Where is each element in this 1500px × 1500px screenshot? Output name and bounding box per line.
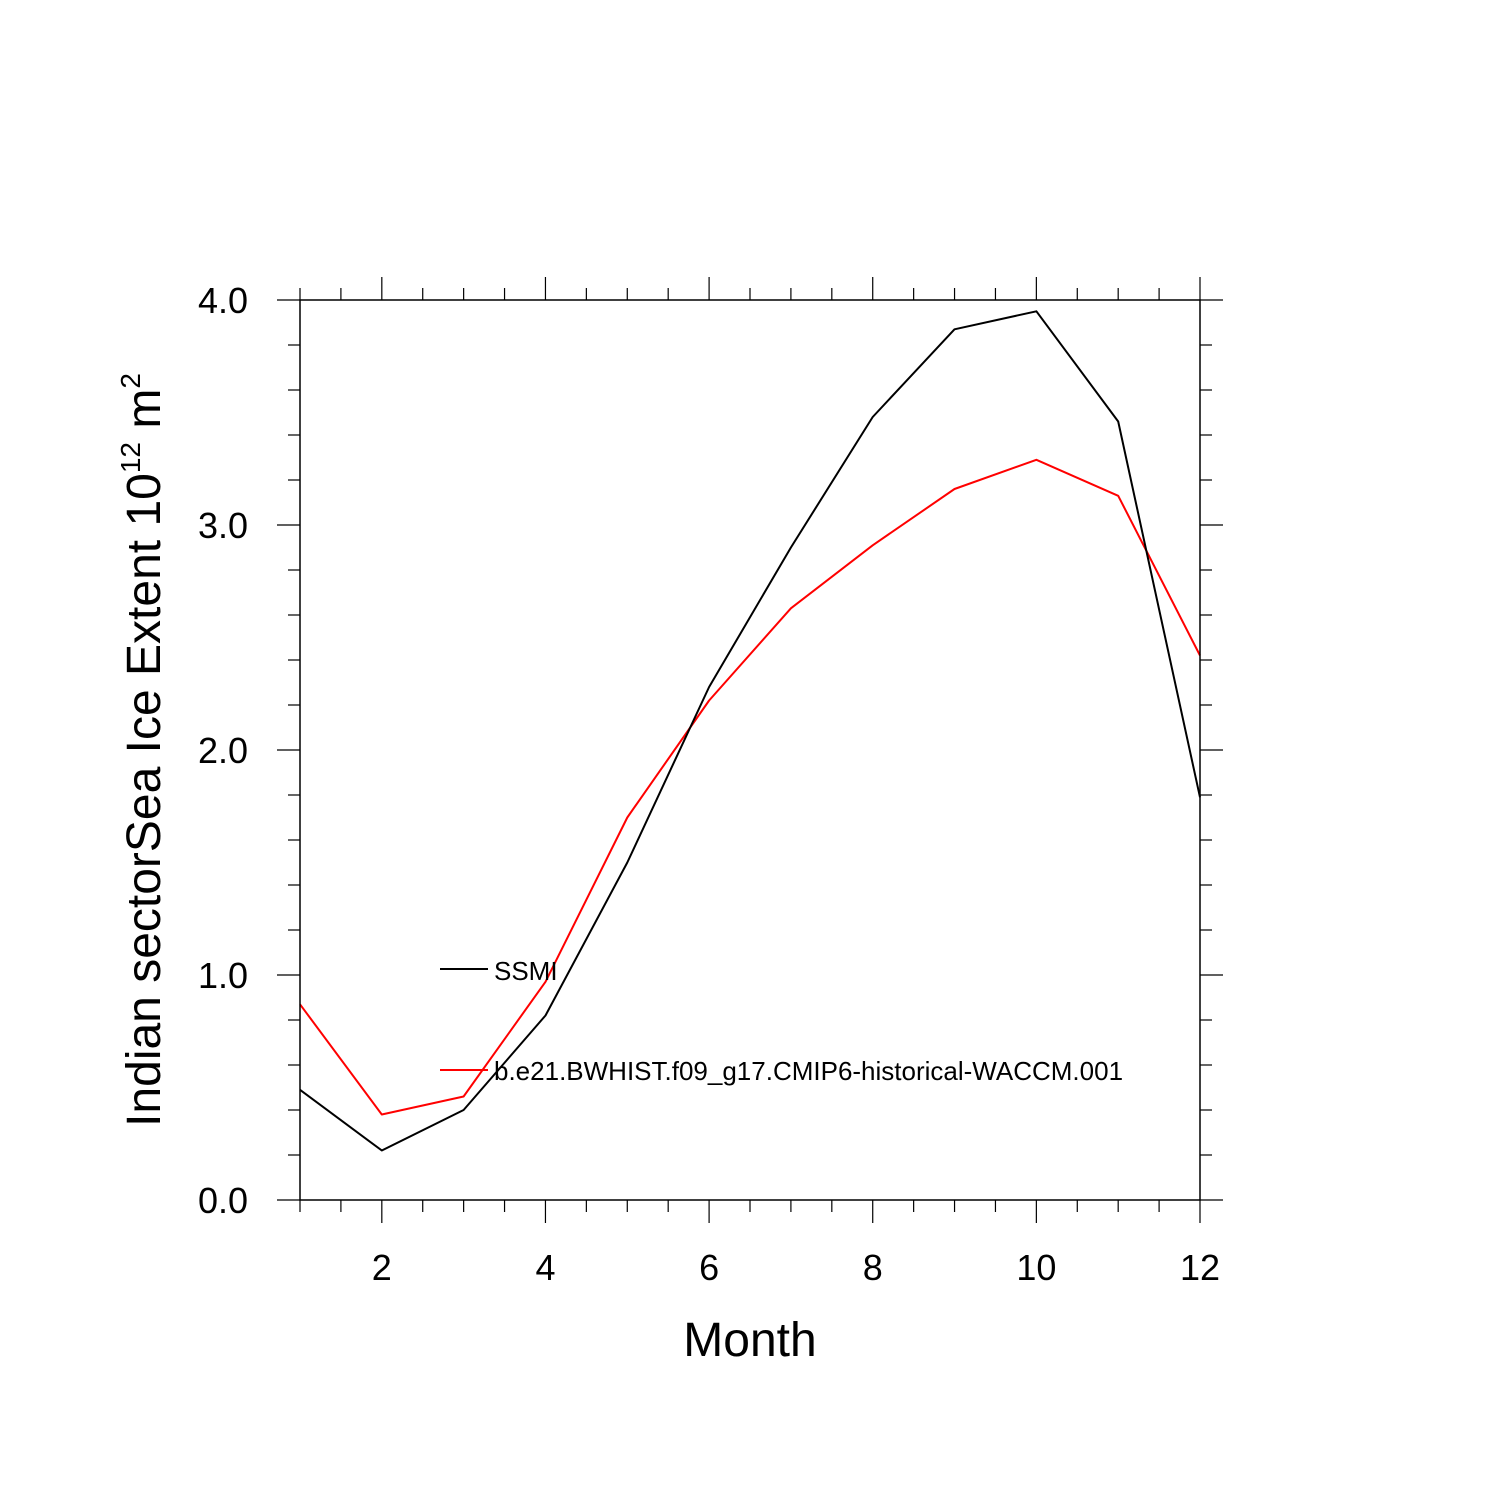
legend-label-waccm: b.e21.BWHIST.f09_g17.CMIP6-historical-WA… <box>494 1056 1123 1086</box>
y-axis-label-main: Indian sectorSea Ice Extent 10 <box>118 473 171 1127</box>
tick-labels: 2 4 6 8 10 12 0.0 1.0 2.0 3.0 4.0 <box>198 280 1220 1288</box>
axis-ticks <box>277 277 1223 1223</box>
x-tick-label: 2 <box>372 1247 392 1288</box>
x-axis-label: Month <box>683 1314 816 1367</box>
x-tick-label: 12 <box>1180 1247 1220 1288</box>
x-tick-label: 8 <box>863 1247 883 1288</box>
y-tick-label: 1.0 <box>198 955 248 996</box>
y-tick-label: 0.0 <box>198 1180 248 1221</box>
plot-frame <box>299 299 1201 1201</box>
y-axis-label-exponent-1: 12 <box>115 442 146 473</box>
data-lines <box>299 310 1201 1152</box>
y-axis-label: Indian sectorSea Ice Extent 1012 m2 <box>115 373 171 1127</box>
y-tick-label: 4.0 <box>198 280 248 321</box>
legend: SSMI b.e21.BWHIST.f09_g17.CMIP6-historic… <box>440 956 1123 1086</box>
series-line-waccm <box>299 458 1201 1116</box>
y-tick-label: 3.0 <box>198 505 248 546</box>
x-tick-label: 4 <box>535 1247 555 1288</box>
x-tick-label: 10 <box>1016 1247 1056 1288</box>
y-tick-label: 2.0 <box>198 730 248 771</box>
y-axis-label-exponent-2: 2 <box>115 373 146 389</box>
legend-label-ssmi: SSMI <box>494 956 558 986</box>
series-line-ssmi <box>299 310 1201 1152</box>
y-axis-label-unit: m <box>118 389 171 442</box>
x-tick-label: 6 <box>699 1247 719 1288</box>
